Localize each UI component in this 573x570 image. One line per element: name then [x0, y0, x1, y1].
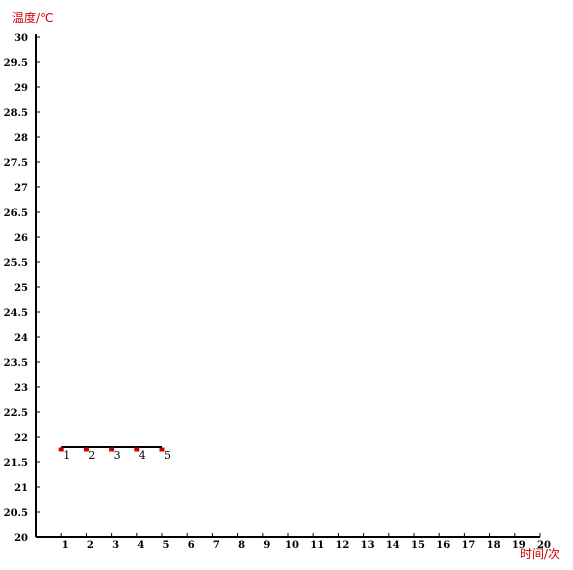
y-tick-label: 29 — [14, 83, 28, 94]
y-tick-label: 28.5 — [4, 108, 28, 119]
data-point — [159, 447, 165, 452]
data-point-label: 3 — [114, 449, 121, 462]
y-tick-label: 24 — [14, 333, 28, 344]
x-tick-label: 10 — [285, 540, 299, 551]
y-tick-label: 21.5 — [4, 458, 28, 469]
y-tick-label: 26.5 — [4, 208, 28, 219]
y-tick-label: 23.5 — [4, 358, 28, 369]
data-point-label: 5 — [164, 449, 171, 462]
y-tick-label: 26 — [14, 233, 28, 244]
data-point-label: 4 — [139, 449, 146, 462]
x-tick-label: 3 — [112, 540, 119, 551]
y-tick-label: 28 — [14, 133, 28, 144]
y-tick-label: 23 — [14, 383, 28, 394]
x-tick-label: 1 — [62, 540, 69, 551]
data-point — [109, 447, 115, 452]
x-tick-label: 7 — [213, 540, 220, 551]
y-tick-label: 25.5 — [4, 258, 28, 269]
data-point-label: 1 — [63, 449, 70, 462]
y-tick-label: 20.5 — [4, 508, 28, 519]
data-point — [83, 447, 89, 452]
data-point — [58, 447, 64, 452]
x-tick-label: 20 — [537, 540, 551, 551]
x-tick-label: 9 — [263, 540, 270, 551]
series-group: 1 2 3 4 5 — [58, 446, 171, 462]
x-axis-ticks: 1 2 3 4 5 6 7 8 9 10 11 12 13 14 15 16 17 18 19 20 — [60, 533, 551, 551]
x-tick-label: 4 — [137, 540, 144, 551]
y-tick-label: 27.5 — [4, 158, 28, 169]
data-point-label: 2 — [88, 449, 95, 462]
x-tick-label: 13 — [361, 540, 375, 551]
y-tick-label: 27 — [14, 183, 28, 194]
x-tick-label: 14 — [386, 540, 400, 551]
x-tick-label: 16 — [436, 540, 450, 551]
y-axis-label: 温度/℃ — [12, 10, 54, 25]
x-tick-label: 12 — [335, 540, 349, 551]
y-axis-ticks: 20 20.5 21 21.5 22 22.5 23 23.5 24 24.5 25 25.5 26 26… — [4, 33, 40, 544]
y-tick-label: 22 — [14, 433, 28, 444]
y-tick-label: 30 — [14, 33, 28, 44]
x-tick-label: 5 — [163, 540, 170, 551]
y-tick-label: 21 — [14, 483, 28, 494]
y-tick-label: 29.5 — [4, 58, 28, 69]
x-tick-label: 18 — [487, 540, 501, 551]
data-point — [134, 447, 140, 452]
x-tick-label: 15 — [411, 540, 425, 551]
y-tick-label: 25 — [14, 283, 28, 294]
x-tick-label: 19 — [512, 540, 526, 551]
y-tick-label: 20 — [14, 533, 28, 544]
x-tick-label: 2 — [87, 540, 94, 551]
axes — [35, 34, 540, 538]
y-tick-label: 22.5 — [4, 408, 28, 419]
x-tick-label: 6 — [188, 540, 195, 551]
x-tick-label: 8 — [238, 540, 245, 551]
x-axis-label: 时间/次 — [520, 547, 560, 561]
x-tick-label: 11 — [310, 540, 324, 551]
y-tick-label: 24.5 — [4, 308, 28, 319]
x-tick-label: 17 — [461, 540, 475, 551]
